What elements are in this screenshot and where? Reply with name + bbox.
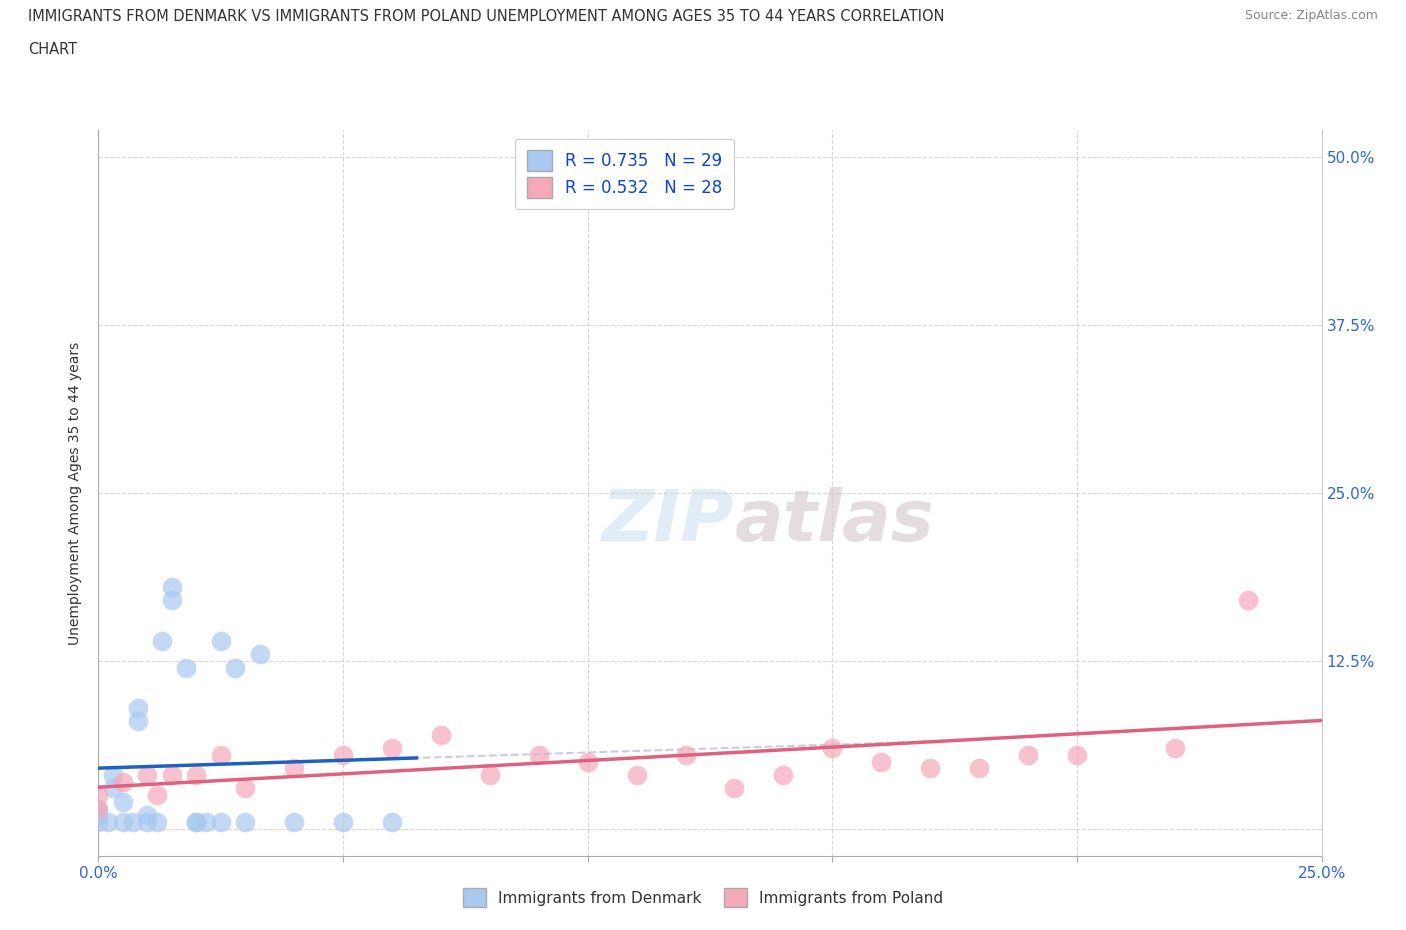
Point — [576, 754, 599, 769]
Point — [127, 700, 149, 715]
Point — [527, 748, 550, 763]
Point — [87, 808, 110, 823]
Point — [1164, 740, 1187, 755]
Point — [87, 801, 110, 816]
Point — [1017, 748, 1039, 763]
Point — [430, 727, 453, 742]
Point — [111, 775, 134, 790]
Y-axis label: Unemployment Among Ages 35 to 44 years: Unemployment Among Ages 35 to 44 years — [69, 341, 83, 644]
Point — [332, 815, 354, 830]
Point — [209, 815, 232, 830]
Point — [111, 815, 134, 830]
Point — [150, 633, 173, 648]
Point — [87, 788, 110, 803]
Point — [920, 761, 942, 776]
Point — [283, 815, 305, 830]
Point — [87, 815, 110, 830]
Point — [209, 633, 232, 648]
Point — [146, 788, 169, 803]
Legend: Immigrants from Denmark, Immigrants from Poland: Immigrants from Denmark, Immigrants from… — [457, 883, 949, 913]
Point — [111, 794, 134, 809]
Text: IMMIGRANTS FROM DENMARK VS IMMIGRANTS FROM POLAND UNEMPLOYMENT AMONG AGES 35 TO : IMMIGRANTS FROM DENMARK VS IMMIGRANTS FR… — [28, 9, 945, 24]
Point — [283, 761, 305, 776]
Point — [136, 815, 159, 830]
Point — [233, 781, 256, 796]
Point — [478, 767, 501, 782]
Point — [186, 815, 208, 830]
Point — [381, 815, 404, 830]
Point — [160, 767, 183, 782]
Point — [136, 767, 159, 782]
Point — [186, 815, 208, 830]
Legend: R = 0.735   N = 29, R = 0.532   N = 28: R = 0.735 N = 29, R = 0.532 N = 28 — [515, 139, 734, 209]
Point — [233, 815, 256, 830]
Point — [381, 740, 404, 755]
Point — [723, 781, 745, 796]
Point — [87, 801, 110, 816]
Point — [870, 754, 893, 769]
Point — [101, 767, 124, 782]
Point — [967, 761, 990, 776]
Point — [332, 748, 354, 763]
Point — [176, 660, 198, 675]
Point — [121, 815, 143, 830]
Point — [821, 740, 844, 755]
Text: Source: ZipAtlas.com: Source: ZipAtlas.com — [1244, 9, 1378, 22]
Point — [160, 593, 183, 608]
Point — [186, 767, 208, 782]
Point — [146, 815, 169, 830]
Point — [1066, 748, 1088, 763]
Point — [224, 660, 246, 675]
Point — [97, 815, 120, 830]
Point — [772, 767, 794, 782]
Text: atlas: atlas — [734, 487, 934, 556]
Text: CHART: CHART — [28, 42, 77, 57]
Point — [675, 748, 697, 763]
Point — [1237, 593, 1260, 608]
Point — [209, 748, 232, 763]
Point — [101, 781, 124, 796]
Point — [136, 808, 159, 823]
Text: ZIP: ZIP — [602, 487, 734, 556]
Point — [195, 815, 218, 830]
Point — [127, 714, 149, 729]
Point — [626, 767, 648, 782]
Point — [160, 579, 183, 594]
Point — [249, 646, 271, 661]
